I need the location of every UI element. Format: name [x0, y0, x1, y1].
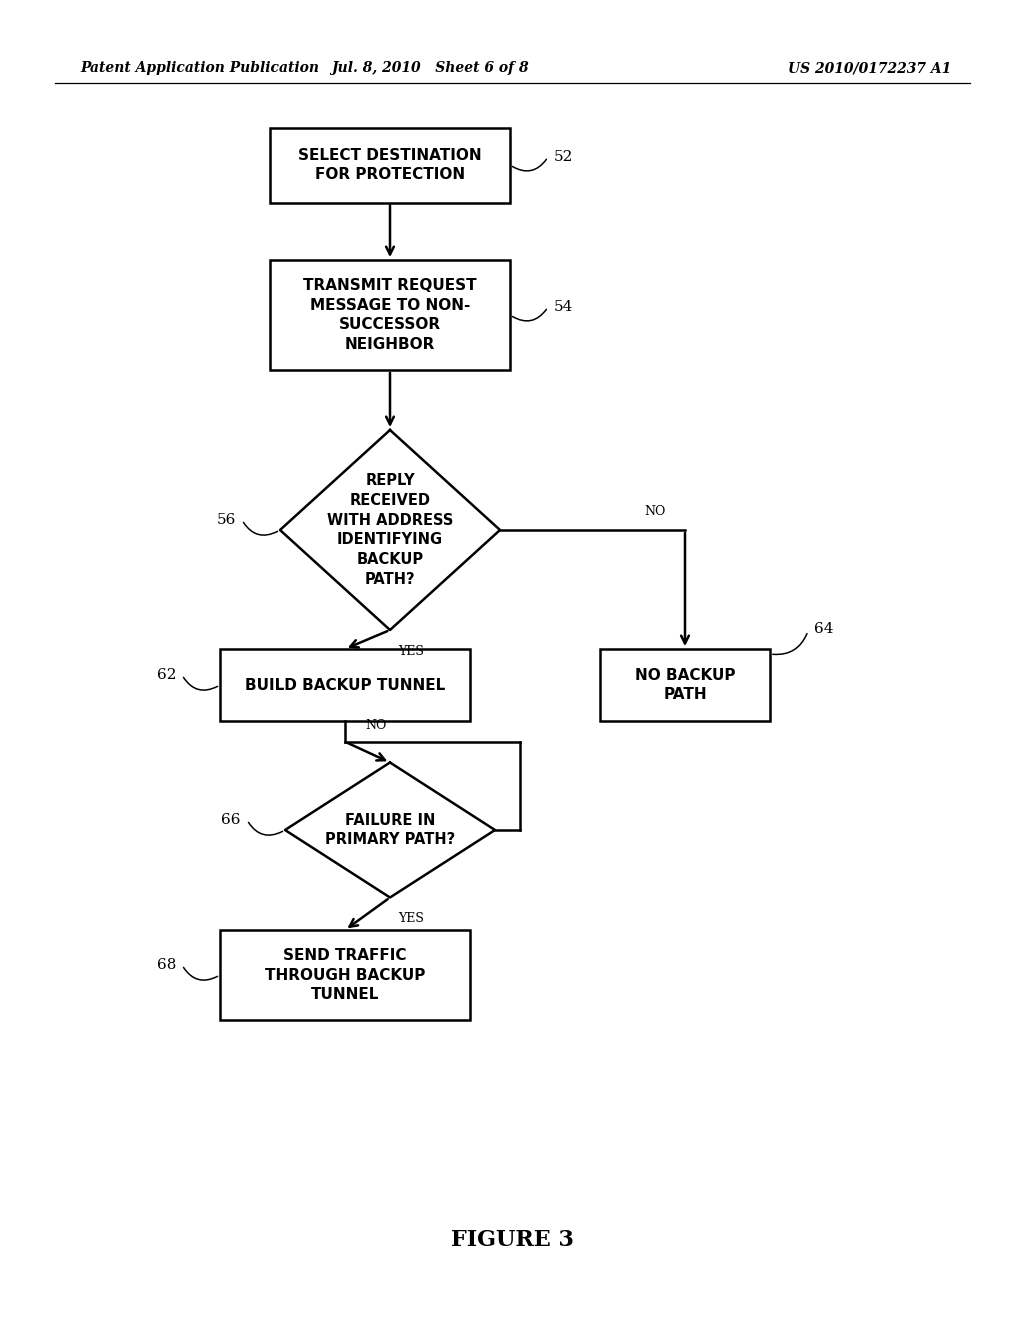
Text: 68: 68: [157, 958, 176, 972]
Text: Patent Application Publication: Patent Application Publication: [80, 61, 319, 75]
Text: 54: 54: [554, 300, 573, 314]
Text: YES: YES: [398, 645, 424, 657]
Text: YES: YES: [398, 912, 424, 925]
Text: BUILD BACKUP TUNNEL: BUILD BACKUP TUNNEL: [245, 677, 445, 693]
Polygon shape: [280, 430, 500, 630]
Text: SELECT DESTINATION
FOR PROTECTION: SELECT DESTINATION FOR PROTECTION: [298, 148, 482, 182]
Text: SEND TRAFFIC
THROUGH BACKUP
TUNNEL: SEND TRAFFIC THROUGH BACKUP TUNNEL: [265, 948, 425, 1002]
Bar: [220, 649, 470, 721]
Text: Jul. 8, 2010   Sheet 6 of 8: Jul. 8, 2010 Sheet 6 of 8: [331, 61, 528, 75]
Text: 66: 66: [221, 813, 241, 828]
Text: NO: NO: [644, 506, 666, 517]
Bar: [270, 128, 510, 202]
Bar: [270, 260, 510, 370]
Text: FAILURE IN
PRIMARY PATH?: FAILURE IN PRIMARY PATH?: [325, 813, 455, 847]
Text: FIGURE 3: FIGURE 3: [451, 1229, 573, 1251]
Text: TRANSMIT REQUEST
MESSAGE TO NON-
SUCCESSOR
NEIGHBOR: TRANSMIT REQUEST MESSAGE TO NON- SUCCESS…: [303, 277, 477, 352]
Text: US 2010/0172237 A1: US 2010/0172237 A1: [788, 61, 951, 75]
Text: 62: 62: [157, 668, 176, 682]
Text: 64: 64: [814, 622, 834, 636]
Bar: [600, 649, 770, 721]
Text: NO BACKUP
PATH: NO BACKUP PATH: [635, 668, 735, 702]
Text: 56: 56: [217, 513, 236, 527]
Bar: [220, 931, 470, 1020]
Text: NO: NO: [365, 719, 386, 731]
Text: REPLY
RECEIVED
WITH ADDRESS
IDENTIFYING
BACKUP
PATH?: REPLY RECEIVED WITH ADDRESS IDENTIFYING …: [327, 473, 454, 587]
Polygon shape: [285, 763, 495, 898]
Text: 52: 52: [554, 150, 573, 164]
